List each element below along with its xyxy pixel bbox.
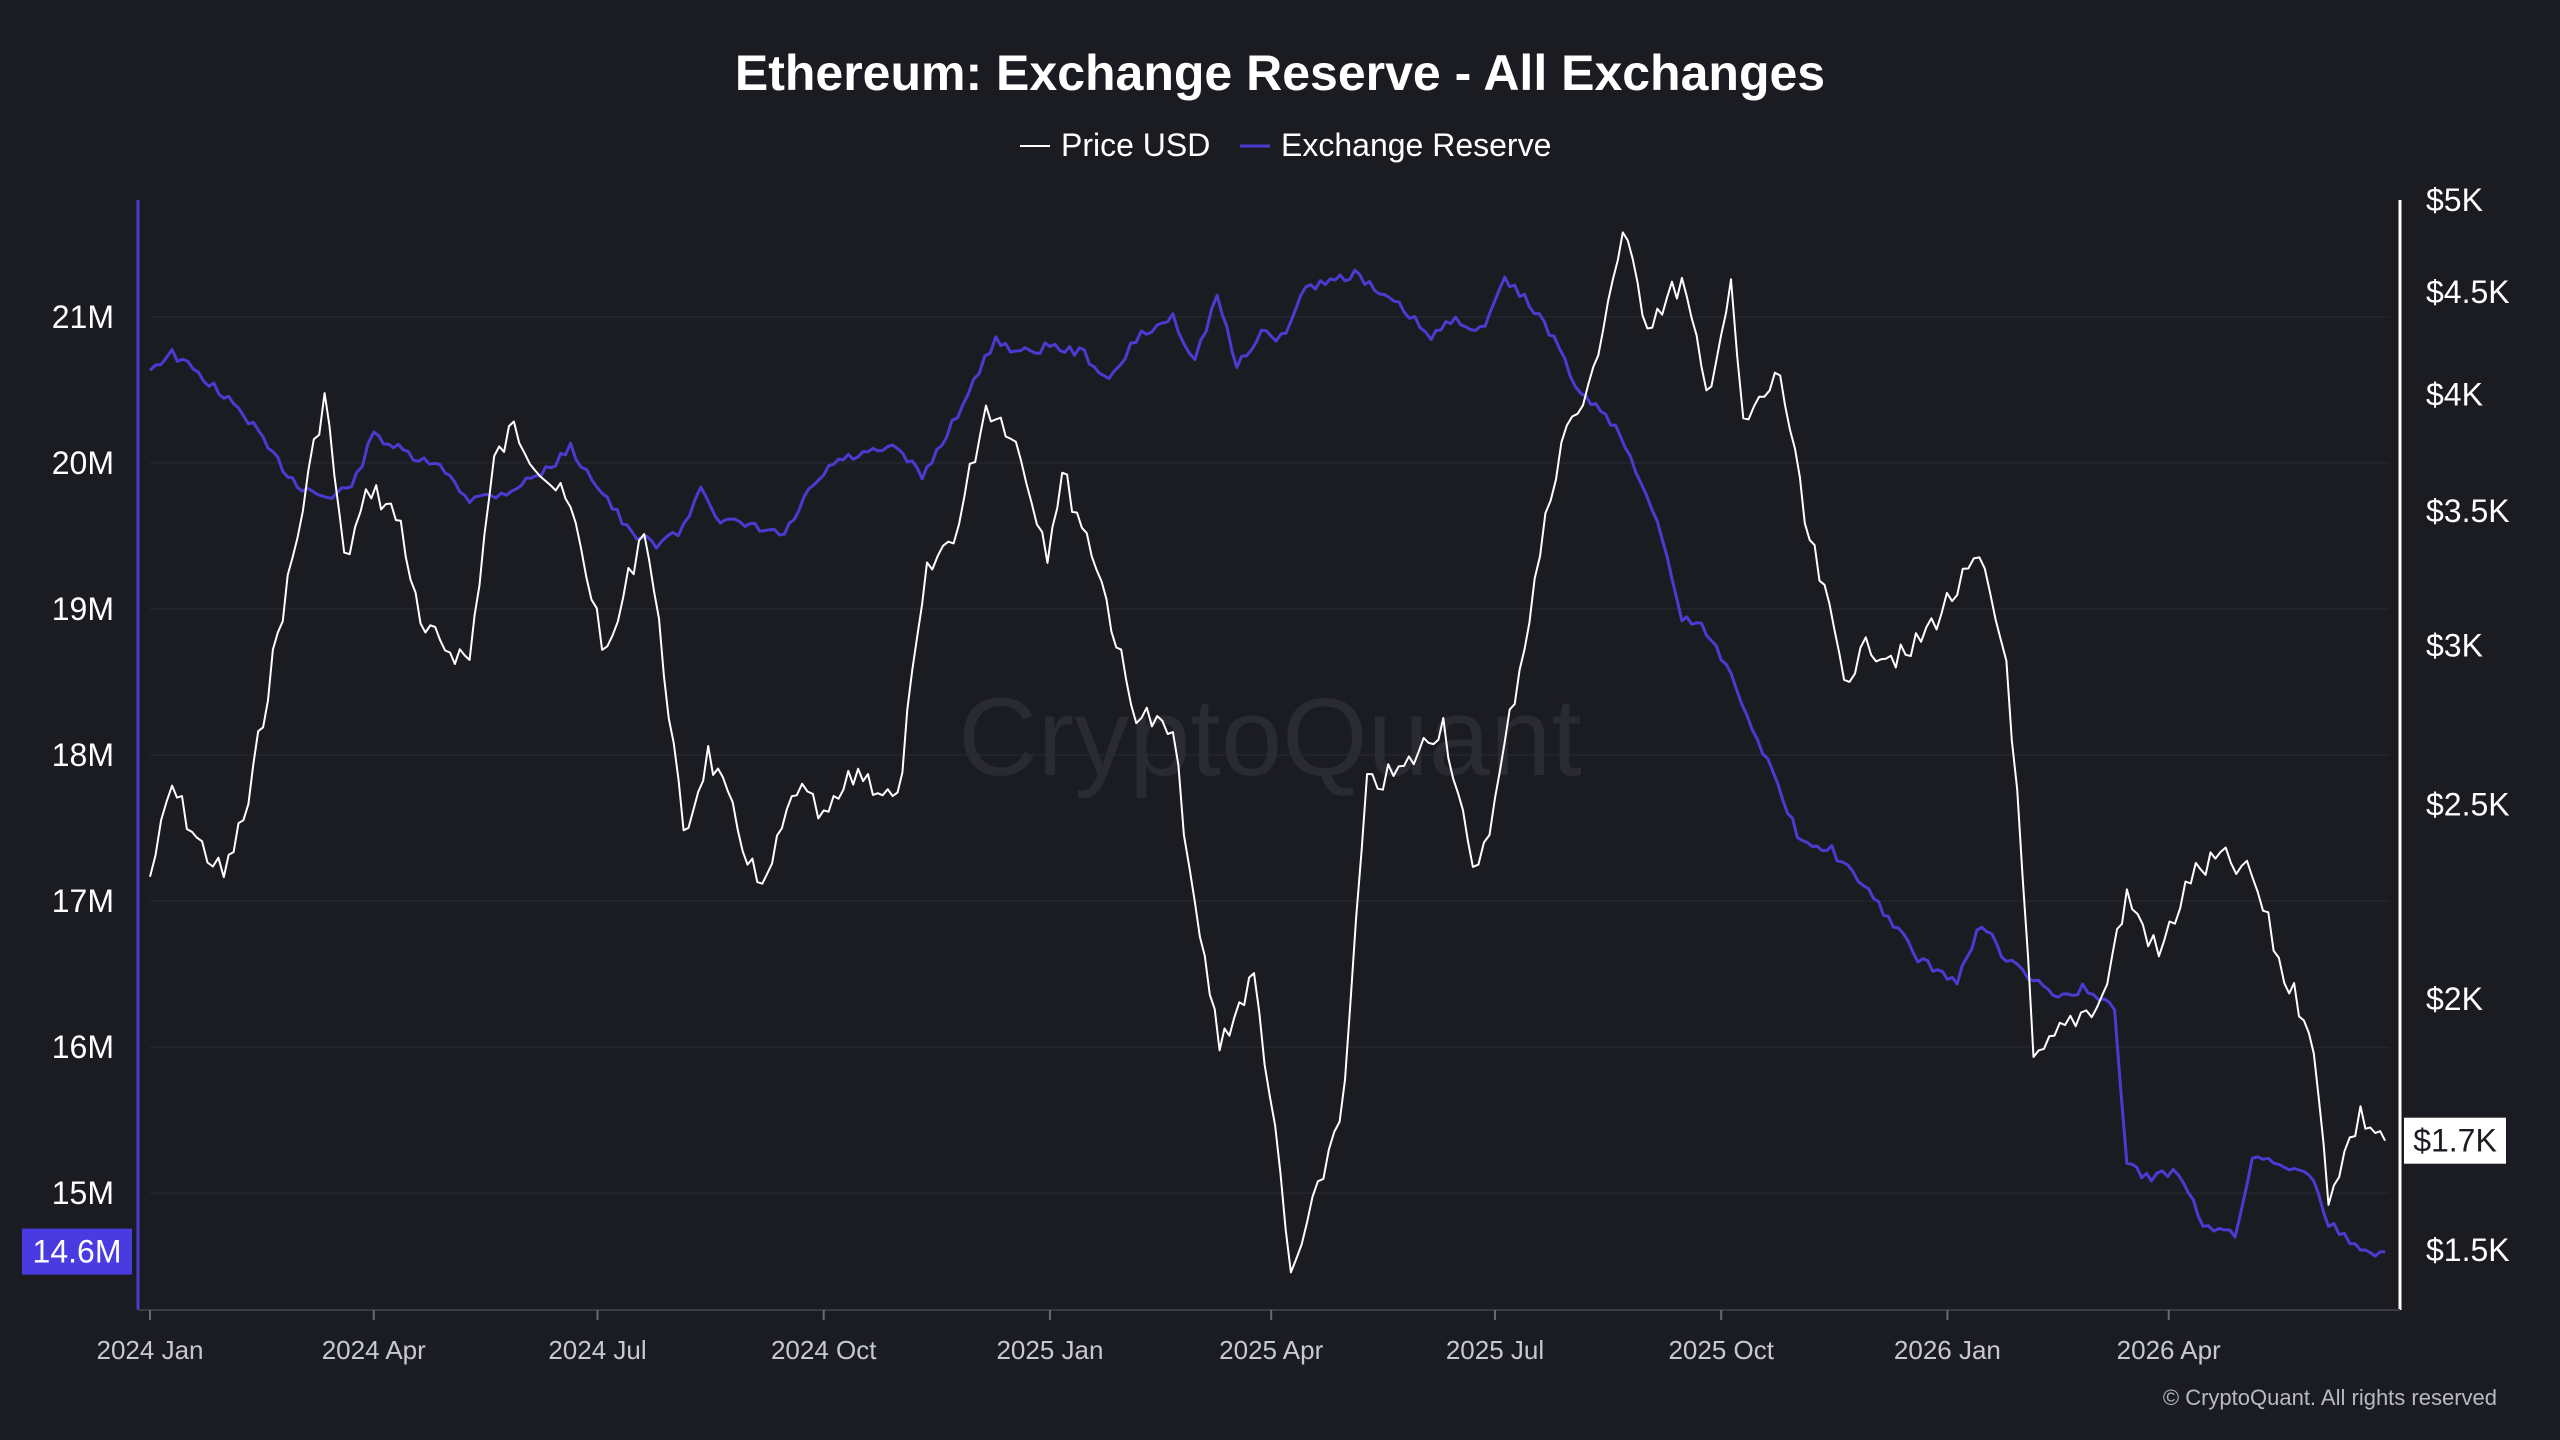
right-tick-label: $3K [2426, 627, 2483, 663]
chart-title: Ethereum: Exchange Reserve - All Exchang… [735, 45, 1825, 101]
x-tick-label: 2024 Jul [548, 1335, 646, 1365]
left-tick-label: 19M [52, 591, 114, 627]
left-tick-label: 21M [52, 299, 114, 335]
right-badge-label: $1.7K [2413, 1123, 2497, 1159]
legend-reserve-label: Exchange Reserve [1281, 127, 1551, 163]
series-price-usd-line[interactable] [149, 231, 2386, 1274]
right-tick-label: $2K [2426, 981, 2483, 1017]
right-tick-label: $4K [2426, 377, 2483, 413]
x-tick-label: 2024 Apr [322, 1335, 426, 1365]
grid [150, 316, 2390, 1194]
left-axis-ticks: 15M 16M 17M 18M 19M 20M 21M [52, 299, 114, 1211]
right-tick-label: $5K [2426, 182, 2483, 218]
x-tick-label: 2026 Jan [1894, 1335, 2001, 1365]
x-tick-label: 2025 Apr [1219, 1335, 1323, 1365]
left-tick-label: 16M [52, 1029, 114, 1065]
x-tick-label: 2025 Jan [996, 1335, 1103, 1365]
x-tick-label: 2025 Oct [1668, 1335, 1774, 1365]
legend-item-reserve[interactable]: Exchange Reserve [1240, 127, 1551, 163]
left-tick-label: 18M [52, 737, 114, 773]
left-badge-label: 14.6M [33, 1234, 122, 1270]
left-tick-label: 17M [52, 883, 114, 919]
legend-item-price[interactable]: Price USD [1020, 127, 1210, 163]
watermark: CryptoQuant [958, 676, 1582, 799]
legend: Price USD Exchange Reserve [1020, 127, 1551, 163]
copyright-credit: © CryptoQuant. All rights reserved [2163, 1385, 2497, 1410]
right-badge-background [2404, 1117, 2506, 1164]
x-tick-label: 2024 Jan [97, 1335, 204, 1365]
legend-price-label: Price USD [1061, 127, 1210, 163]
right-axis-ticks: $1.5K $2K $2.5K $3K $3.5K $4K $4.5K $5K [2426, 182, 2510, 1268]
right-tick-label: $3.5K [2426, 493, 2510, 529]
right-current-badge: $1.7K [2404, 1117, 2506, 1164]
x-tick-label: 2024 Oct [771, 1335, 877, 1365]
right-tick-label: $1.5K [2426, 1232, 2510, 1268]
left-badge-background [22, 1228, 132, 1275]
right-tick-label: $2.5K [2426, 786, 2510, 822]
x-tick-label: 2026 Apr [2117, 1335, 2221, 1365]
x-axis-ticks: 2024 Jan 2024 Apr 2024 Jul 2024 Oct 2025 Jan… [97, 1310, 2221, 1365]
series-exchange-reserve-line[interactable] [148, 268, 2386, 1258]
left-tick-label: 15M [52, 1175, 114, 1211]
right-tick-label: $4.5K [2426, 274, 2510, 310]
left-tick-label: 20M [52, 445, 114, 481]
x-tick-label: 2025 Jul [1446, 1335, 1544, 1365]
left-current-badge: 14.6M [22, 1228, 132, 1275]
